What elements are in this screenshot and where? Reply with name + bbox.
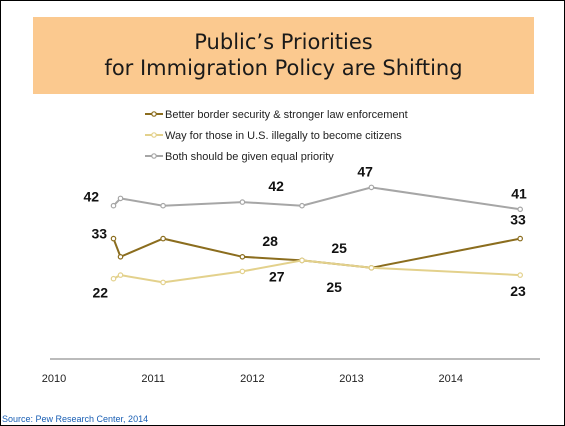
- series-0-point-1: [117, 253, 124, 260]
- series-2-point-4: [299, 202, 305, 209]
- series-line-2: [112, 186, 521, 211]
- series-2-point-5: [368, 184, 375, 191]
- x-axis-ticks: 2010 2011 2012 2013 2014: [42, 373, 463, 385]
- data-label-7: 33: [510, 212, 526, 228]
- series-1-point-5: [368, 264, 375, 271]
- series-line-0: [112, 237, 521, 269]
- series-2-point-6: [517, 206, 524, 213]
- series-1-point-1: [117, 272, 124, 278]
- legend: Better border security & stronger law en…: [145, 109, 408, 163]
- series-group: [110, 184, 524, 286]
- series-1-point-0: [110, 275, 117, 282]
- data-label-5: 28: [262, 233, 278, 249]
- legend-label-2: Both should be given equal priority: [165, 151, 334, 163]
- x-tick-label-2010: 2010: [42, 373, 66, 385]
- x-tick-label-2013: 2013: [339, 373, 363, 385]
- data-label-10: 25: [326, 279, 342, 295]
- series-0-point-2: [160, 235, 166, 242]
- data-label-3: 41: [511, 185, 527, 201]
- series-1-point-2: [160, 279, 166, 286]
- x-tick-label-2014: 2014: [438, 373, 462, 385]
- data-label-9: 27: [269, 268, 285, 284]
- series-line-1: [113, 259, 521, 284]
- legend-label-0: Better border security & stronger law en…: [165, 109, 408, 121]
- data-labels: 42 42 47 41 33 28 25 33 22 27 25 23: [84, 163, 527, 300]
- series-1-point-4: [299, 257, 305, 264]
- series-2-point-0: [110, 202, 117, 209]
- chart-title-line-2: for Immigration Policy are Shifting: [104, 56, 463, 80]
- series-1-point-6: [517, 272, 524, 278]
- x-tick-label-2012: 2012: [240, 373, 264, 385]
- series-1-point-3: [239, 268, 246, 275]
- series-0-point-6: [517, 235, 524, 242]
- legend-marker-0: [151, 111, 157, 117]
- data-label-11: 23: [510, 283, 526, 299]
- data-label-0: 42: [84, 189, 100, 205]
- chart-title-line-1: Public’s Priorities: [194, 30, 373, 54]
- series-2-point-2: [160, 202, 166, 209]
- series-0-point-0: [110, 235, 117, 242]
- series-2-point-1: [117, 195, 124, 202]
- x-tick-label-2011: 2011: [141, 373, 165, 385]
- chart-title-box: Public’s Priorities for Immigration Poli…: [33, 17, 534, 94]
- data-label-1: 42: [268, 178, 284, 194]
- source-note: Source: Pew Research Center, 2014: [2, 414, 149, 424]
- data-label-4: 33: [92, 226, 108, 242]
- legend-marker-2: [151, 153, 157, 159]
- legend-label-1: Way for those in U.S. illegally to becom…: [165, 130, 402, 142]
- data-label-8: 22: [93, 285, 109, 301]
- data-label-6: 25: [331, 240, 347, 256]
- series-2-point-3: [239, 199, 246, 205]
- legend-marker-1: [151, 132, 157, 138]
- data-label-2: 47: [357, 163, 373, 179]
- series-0-point-3: [239, 253, 246, 260]
